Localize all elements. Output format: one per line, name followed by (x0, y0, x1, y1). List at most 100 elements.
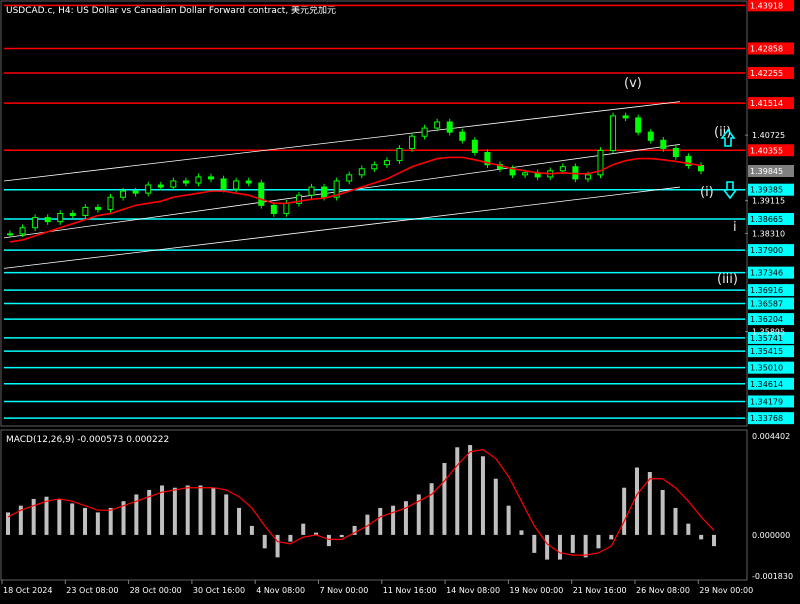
macd-bar (262, 534, 267, 549)
support-level-tag-box (748, 377, 794, 390)
time-tick-label: 21 Nov 16:00 (573, 586, 627, 595)
candle-body (283, 202, 290, 214)
chart-title: USDCAD.c, H4: US Dollar vs Canadian Doll… (6, 4, 336, 16)
candle-body (57, 213, 64, 223)
candle-body (82, 206, 89, 217)
macd-bar (160, 485, 165, 535)
macd-bar (545, 534, 550, 560)
candle-body (145, 184, 152, 194)
candle-body (321, 186, 328, 198)
time-tick-label: 7 Nov 00:00 (320, 586, 369, 595)
time-tick-label: 30 Oct 16:00 (193, 586, 245, 595)
macd-bar (712, 534, 716, 547)
candle-body (107, 196, 114, 210)
channel-upper-line[interactable] (3, 101, 681, 182)
resistance-level-tag-box (748, 0, 794, 12)
resistance-level-tag: 1.43918 (748, 0, 794, 12)
resistance-level-tag: 1.41514 (748, 97, 794, 110)
support-level-tag-box (748, 266, 794, 279)
candle-body (597, 149, 604, 176)
price-tick-label: 1.39115 (752, 197, 785, 206)
support-level-tag: 1.35010 (748, 361, 794, 374)
candle-body (622, 115, 629, 119)
macd-layer: 0.004402 0.000000 -0.001830 (6, 432, 793, 581)
time-tick-label: 11 Nov 16:00 (383, 586, 437, 595)
candle-body (32, 217, 39, 229)
resistance-level-tag: 1.42255 (748, 66, 794, 79)
macd-bar (480, 456, 485, 535)
macd-signal-line (7, 448, 715, 556)
support-level-tag-box (748, 412, 794, 425)
candle-body (308, 186, 315, 196)
candle-body (584, 174, 591, 180)
macd-bar (634, 467, 639, 535)
resistance-level-tag-box (748, 66, 794, 79)
current-price-tag-label: 1.39845 (750, 167, 783, 176)
support-level-tag-box (748, 244, 794, 257)
macd-label: MACD(12,26,9) -0.000573 0.000222 (6, 435, 169, 445)
wave-label: i (733, 220, 737, 235)
candle-body (94, 206, 101, 210)
candle-body (409, 135, 416, 149)
macd-bar (391, 505, 396, 535)
support-level-tag: 1.38665 (748, 212, 794, 225)
support-level-tag-box (748, 313, 794, 326)
channel-middle-line[interactable] (3, 143, 681, 239)
macd-tick-label: -0.001830 (752, 572, 793, 581)
candle-body (383, 160, 390, 166)
resistance-level-tag-label: 1.42858 (750, 44, 783, 53)
up-arrow-icon (720, 128, 736, 147)
candle-body (559, 166, 566, 172)
support-level-tag: 1.36587 (748, 297, 794, 310)
support-level-tag: 1.33768 (748, 412, 794, 425)
macd-bar (609, 534, 614, 540)
resistance-level-tag-box (748, 144, 794, 157)
support-level-tag-label: 1.33768 (750, 414, 783, 423)
main-panel-frame (0, 0, 748, 427)
time-tick-label: 23 Oct 08:00 (66, 586, 118, 595)
macd-bar (455, 447, 460, 535)
macd-bar (326, 534, 331, 547)
candle-body (660, 139, 667, 149)
support-level-tag-label: 1.36916 (750, 286, 783, 295)
candle-body (635, 117, 642, 133)
candle-body (270, 204, 277, 215)
wave-label: (ii) (714, 125, 731, 140)
macd-bar (686, 523, 691, 535)
time-tick-label: 29 Nov 00:00 (699, 586, 753, 595)
resistance-level-tag-box (748, 97, 794, 110)
support-level-tag: 1.35741 (748, 331, 794, 344)
wave-labels-layer: (v) (i) (ii) (iii) i (624, 76, 738, 287)
support-level-tag: 1.36204 (748, 313, 794, 326)
macd-bar (134, 494, 139, 535)
macd-bar (468, 445, 473, 535)
candle-body (484, 151, 491, 166)
macd-bar (570, 534, 575, 553)
candle-body (157, 184, 164, 188)
macd-bar (275, 534, 280, 558)
candle-body (396, 147, 403, 162)
support-level-tag-label: 1.37900 (750, 246, 783, 255)
macd-bar (198, 485, 203, 535)
candle-body (434, 121, 441, 129)
channel-lower-line[interactable] (3, 186, 681, 269)
support-level-tag-box (748, 395, 794, 408)
wave-label: (v) (624, 76, 642, 91)
macd-bar (557, 534, 562, 560)
support-level-tag: 1.34179 (748, 395, 794, 408)
time-tick-label: 18 Oct 2024 (3, 586, 52, 595)
macd-bar (365, 514, 370, 535)
macd-bar (442, 463, 447, 535)
support-level-tag-label: 1.35741 (750, 334, 783, 343)
candle-body (685, 156, 692, 167)
price-tick-label: 1.38310 (752, 229, 785, 238)
candle-body (471, 139, 478, 153)
resistance-level-tag-label: 1.42255 (750, 69, 783, 78)
support-level-tag-label: 1.38665 (750, 215, 783, 224)
candle-body (7, 233, 13, 236)
candle-body (647, 131, 654, 141)
support-level-tag: 1.37900 (748, 244, 794, 257)
candle-body (446, 121, 453, 133)
